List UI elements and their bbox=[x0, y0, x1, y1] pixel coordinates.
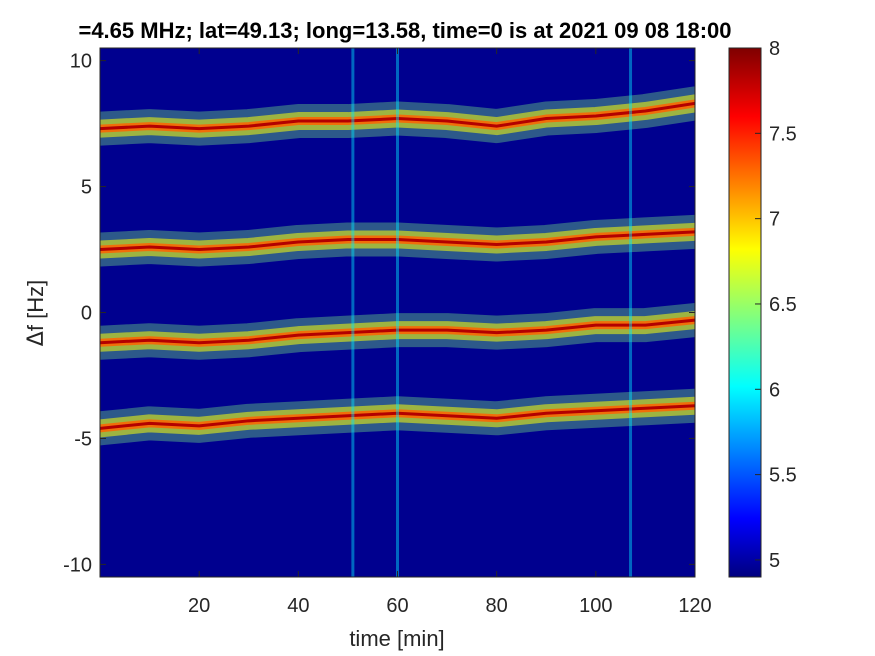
x-tick-label-20: 20 bbox=[188, 595, 210, 617]
trace-1-band-4 bbox=[100, 101, 695, 131]
colorbar-ticks: 8 7.5 7 6.5 6 5.5 5 bbox=[755, 38, 797, 572]
x-axis-label: time [min] bbox=[349, 626, 444, 651]
y-tick-label-0: 0 bbox=[81, 303, 92, 325]
y-tick-label-10: 10 bbox=[70, 51, 92, 73]
y-tick-label--5: -5 bbox=[74, 428, 92, 450]
colorbar-tick-label-7.5: 7.5 bbox=[769, 123, 797, 145]
x-tick-label-120: 120 bbox=[678, 595, 711, 617]
colorbar-tick-label-8: 8 bbox=[769, 38, 780, 60]
colorbar-tick-label-6.5: 6.5 bbox=[769, 294, 797, 316]
vertical-streak-2 bbox=[396, 48, 399, 577]
vertical-streak-1 bbox=[351, 48, 355, 577]
colorbar-tick-label-5.5: 5.5 bbox=[769, 465, 797, 487]
x-tick-label-40: 40 bbox=[287, 595, 309, 617]
vertical-streak-3 bbox=[629, 48, 633, 577]
trace-2-band-4 bbox=[100, 230, 695, 252]
y-tick-label-5: 5 bbox=[81, 177, 92, 199]
chart-title: =4.65 MHz; lat=49.13; long=13.58, time=0… bbox=[78, 18, 731, 43]
y-tick-label--10: -10 bbox=[63, 554, 92, 576]
y-axis-label: Δf [Hz] bbox=[23, 280, 49, 346]
colorbar-tick-label-6: 6 bbox=[769, 379, 780, 401]
x-axis-ticks: 20 40 60 80 100 120 bbox=[188, 48, 712, 617]
x-tick-label-100: 100 bbox=[579, 595, 612, 617]
y-axis-label-symbol: Δ bbox=[24, 331, 49, 346]
trace-3-band-4 bbox=[100, 318, 695, 345]
x-tick-label-60: 60 bbox=[386, 595, 408, 617]
y-axis-ticks: 10 5 0 -5 -10 bbox=[63, 51, 695, 576]
x-tick-label-80: 80 bbox=[486, 595, 508, 617]
colorbar-tick-label-5: 5 bbox=[769, 550, 780, 572]
y-axis-label-text: f [Hz] bbox=[23, 280, 48, 331]
trace-4-band-4 bbox=[100, 404, 695, 430]
heatmap-marks bbox=[100, 48, 695, 577]
colorbar bbox=[728, 47, 762, 578]
colorbar-tick-label-7: 7 bbox=[769, 209, 780, 231]
